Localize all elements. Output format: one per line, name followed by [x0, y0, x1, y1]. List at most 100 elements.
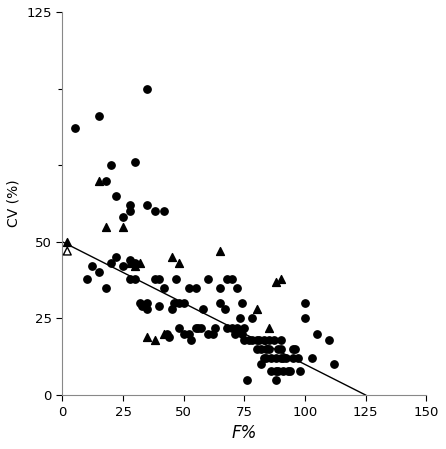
Point — [253, 306, 260, 313]
Point — [112, 254, 120, 261]
Point — [239, 330, 246, 337]
Point — [253, 346, 260, 353]
Point — [103, 284, 110, 291]
Point — [195, 324, 202, 331]
Point — [277, 336, 285, 343]
Point — [192, 284, 199, 291]
Point — [234, 284, 241, 291]
Point — [297, 367, 304, 374]
Point — [234, 324, 241, 331]
Point — [282, 355, 289, 362]
Point — [144, 306, 151, 313]
Point — [144, 333, 151, 340]
Point — [243, 376, 250, 383]
Point — [229, 324, 236, 331]
Point — [236, 315, 243, 322]
Point — [185, 330, 192, 337]
Point — [103, 223, 110, 230]
Point — [265, 336, 272, 343]
Point — [175, 299, 182, 307]
Point — [275, 346, 282, 353]
Point — [168, 306, 175, 313]
Point — [277, 275, 285, 282]
Point — [136, 299, 144, 307]
Point — [103, 177, 110, 184]
Point — [273, 278, 280, 285]
Point — [263, 346, 270, 353]
Point — [326, 336, 333, 343]
Point — [277, 346, 285, 353]
Point — [241, 336, 248, 343]
Point — [132, 158, 139, 166]
Point — [248, 336, 255, 343]
Point — [273, 355, 280, 362]
Point — [263, 355, 270, 362]
Point — [192, 324, 199, 331]
Point — [175, 260, 182, 267]
Point — [127, 202, 134, 209]
Point — [314, 330, 321, 337]
Point — [107, 260, 115, 267]
Y-axis label: CV (%): CV (%) — [7, 180, 21, 227]
Point — [107, 162, 115, 169]
Point — [280, 367, 287, 374]
Point — [156, 303, 163, 310]
Point — [127, 207, 134, 215]
Point — [277, 355, 285, 362]
Point — [289, 355, 297, 362]
Point — [64, 238, 71, 246]
Point — [268, 367, 275, 374]
Point — [180, 299, 187, 307]
Point — [253, 336, 260, 343]
Point — [224, 275, 231, 282]
Point — [173, 275, 180, 282]
Point — [132, 260, 139, 267]
Point — [120, 223, 127, 230]
Point — [83, 275, 90, 282]
Point — [127, 275, 134, 282]
Point — [151, 336, 158, 343]
Point — [239, 299, 246, 307]
Point — [197, 324, 204, 331]
Point — [217, 247, 224, 255]
Point — [265, 324, 272, 331]
Point — [217, 299, 224, 307]
Point — [112, 192, 120, 199]
Point — [301, 299, 309, 307]
Point — [156, 275, 163, 282]
Point — [309, 355, 316, 362]
Point — [330, 361, 338, 368]
Point — [139, 303, 146, 310]
Point — [221, 306, 228, 313]
Point — [199, 306, 206, 313]
Point — [95, 113, 103, 120]
Point — [168, 254, 175, 261]
Point — [270, 336, 277, 343]
Point — [170, 299, 178, 307]
Point — [151, 207, 158, 215]
Point — [144, 85, 151, 92]
Point — [258, 346, 265, 353]
Point — [144, 202, 151, 209]
Point — [275, 367, 282, 374]
Point — [151, 275, 158, 282]
Point — [273, 367, 280, 374]
Point — [256, 336, 263, 343]
Point — [161, 330, 168, 337]
Point — [273, 376, 280, 383]
Point — [217, 284, 224, 291]
Point — [175, 324, 182, 331]
Point — [268, 355, 275, 362]
Point — [132, 275, 139, 282]
Point — [120, 214, 127, 221]
Point — [187, 336, 194, 343]
Point — [180, 330, 187, 337]
Point — [265, 346, 272, 353]
Point — [209, 330, 216, 337]
Point — [163, 330, 170, 337]
Point — [88, 263, 95, 270]
Point — [294, 355, 301, 362]
Point — [127, 260, 134, 267]
Point — [165, 333, 173, 340]
Point — [95, 269, 103, 276]
